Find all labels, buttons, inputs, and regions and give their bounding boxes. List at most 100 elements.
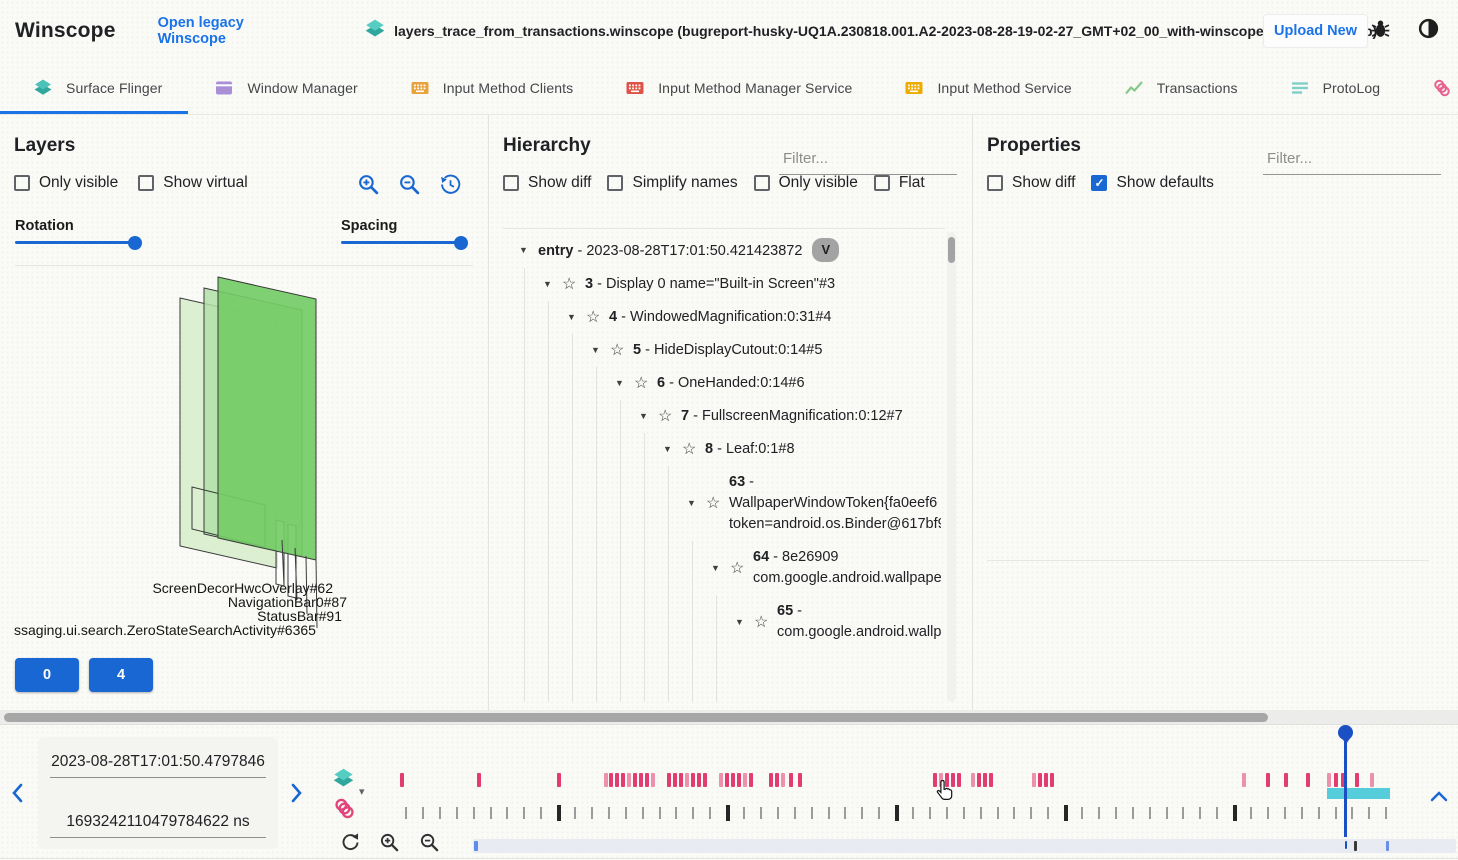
transition-tick[interactable] <box>945 807 948 819</box>
trace-event-mark[interactable] <box>749 773 753 787</box>
timeline-cursor-line[interactable] <box>1344 727 1347 837</box>
transition-tick[interactable] <box>540 807 543 819</box>
tab-input-method-manager-service[interactable]: Input Method Manager Service <box>599 62 878 114</box>
horizontal-scrollbar-thumb[interactable] <box>4 712 1268 722</box>
trace-event-mark[interactable] <box>977 773 981 787</box>
star-icon[interactable]: ☆ <box>610 342 625 359</box>
trace-event-mark[interactable] <box>685 773 689 787</box>
transition-tick[interactable] <box>979 807 982 819</box>
trace-event-mark[interactable] <box>400 773 404 787</box>
transition-tick[interactable] <box>574 807 576 819</box>
transition-tick[interactable] <box>861 807 864 819</box>
trace-event-mark[interactable] <box>703 773 707 787</box>
trace-event-mark[interactable] <box>639 773 643 787</box>
transition-tick[interactable] <box>1131 807 1134 819</box>
layer-nav-button-0[interactable]: 0 <box>15 658 79 692</box>
expand-arrow-icon[interactable]: ▼ <box>519 244 528 255</box>
star-icon[interactable]: ☆ <box>562 276 577 293</box>
trace-event-mark[interactable] <box>737 773 741 787</box>
transition-tick[interactable] <box>658 807 661 819</box>
horizontal-scrollbar[interactable] <box>0 710 1458 724</box>
zoom-out-icon[interactable] <box>398 173 421 201</box>
expand-arrow-icon[interactable]: ▼ <box>591 345 600 355</box>
tree-node-63[interactable]: ▼ ☆ 63 - WallpaperWindowToken{fa0eef6 toke… <box>503 466 941 541</box>
transition-tick[interactable] <box>895 805 900 821</box>
checkbox-box[interactable] <box>607 175 624 191</box>
transition-tick[interactable] <box>1216 807 1219 819</box>
transition-tick[interactable] <box>1064 805 1069 821</box>
trace-event-mark[interactable] <box>679 773 683 787</box>
checkbox-box[interactable] <box>753 175 770 191</box>
timeline-cursor-handle[interactable] <box>1338 725 1353 744</box>
tree-node-8[interactable]: ▼ ☆ 8 - Leaf:0:1#8 <box>503 433 941 466</box>
transition-tick[interactable] <box>776 807 779 819</box>
trace-event-mark[interactable] <box>971 773 975 787</box>
trace-event-mark[interactable] <box>945 773 949 787</box>
transition-tick[interactable] <box>1233 805 1238 821</box>
trace-event-mark[interactable] <box>1242 773 1246 787</box>
trace-event-mark[interactable] <box>1306 773 1310 787</box>
layer-nav-button-4[interactable]: 4 <box>89 658 153 692</box>
timeline-zoom-selection[interactable] <box>1327 788 1390 799</box>
transition-tick[interactable] <box>557 805 562 821</box>
next-entry-button[interactable] <box>290 783 303 808</box>
expand-arrow-icon[interactable]: ▼ <box>687 498 696 508</box>
checkbox-show-virtual[interactable]: Show virtual <box>138 174 248 192</box>
trace-event-mark[interactable] <box>691 773 695 787</box>
trace-event-mark[interactable] <box>615 773 619 787</box>
hierarchy-filter-field[interactable] <box>779 145 957 175</box>
tree-node-64[interactable]: ▼ ☆ 64 - 8e26909 com.google.android.wallpa… <box>503 541 941 595</box>
checkbox-box[interactable] <box>987 175 1003 191</box>
hierarchy-scrollbar-thumb[interactable] <box>948 237 955 263</box>
rotation-slider-thumb[interactable] <box>128 235 142 250</box>
trace-event-mark[interactable] <box>609 773 613 787</box>
trace-event-mark[interactable] <box>627 773 631 787</box>
timeline-minimap[interactable] <box>473 839 1456 853</box>
trace-event-mark[interactable] <box>1334 773 1338 787</box>
transition-tick[interactable] <box>759 807 762 819</box>
bug-report-icon[interactable] <box>1370 18 1391 44</box>
star-icon[interactable]: ☆ <box>658 408 673 425</box>
transition-tick[interactable] <box>1097 807 1100 819</box>
trace-event-mark[interactable] <box>1327 773 1331 787</box>
trace-event-mark[interactable] <box>743 773 747 787</box>
trace-event-mark[interactable] <box>557 773 561 787</box>
checkbox-box[interactable] <box>14 175 30 191</box>
tab-transitions[interactable]: Transitions <box>1406 62 1458 114</box>
transition-tick[interactable] <box>793 807 796 819</box>
trace-event-mark[interactable] <box>983 773 987 787</box>
star-icon[interactable]: ☆ <box>586 309 601 326</box>
trace-event-mark[interactable] <box>939 773 943 787</box>
transition-tick[interactable] <box>472 807 475 819</box>
transition-tick[interactable] <box>827 807 830 819</box>
star-icon[interactable]: ☆ <box>754 613 769 631</box>
layers-3d-view[interactable] <box>0 265 488 650</box>
tab-input-method-clients[interactable]: Input Method Clients <box>384 62 599 114</box>
trace-event-mark[interactable] <box>477 773 481 787</box>
transition-tick[interactable] <box>1030 807 1033 819</box>
open-legacy-winscope-link[interactable]: Open legacy Winscope <box>157 15 244 47</box>
trace-event-mark[interactable] <box>1032 773 1036 787</box>
collapse-timeline-button[interactable] <box>1430 789 1448 807</box>
transition-tick[interactable] <box>489 807 492 819</box>
trace-event-mark[interactable] <box>1038 773 1042 787</box>
transition-tick[interactable] <box>1047 807 1050 819</box>
trace-event-mark[interactable] <box>1266 773 1270 787</box>
checkbox-box[interactable]: ✓ <box>1091 175 1108 191</box>
spacing-slider[interactable]: Spacing <box>341 218 468 250</box>
timeline-zoom-in-icon[interactable] <box>379 832 400 858</box>
rotation-slider[interactable]: Rotation <box>15 218 142 250</box>
transition-tick[interactable] <box>438 807 441 819</box>
transition-tick[interactable] <box>1114 807 1117 819</box>
trace-event-mark[interactable] <box>604 773 608 787</box>
tab-input-method-service[interactable]: Input Method Service <box>878 62 1097 114</box>
expand-arrow-icon[interactable]: ▼ <box>615 378 624 388</box>
transition-tick[interactable] <box>506 807 509 819</box>
star-icon[interactable]: ☆ <box>706 495 721 512</box>
properties-filter-input[interactable] <box>1265 149 1439 168</box>
expand-arrow-icon[interactable]: ▼ <box>711 562 720 573</box>
transition-tick[interactable] <box>641 807 644 819</box>
expand-arrow-icon[interactable]: ▼ <box>735 616 744 627</box>
transition-tick[interactable] <box>1317 807 1320 819</box>
tab-transactions[interactable]: Transactions <box>1098 62 1264 114</box>
